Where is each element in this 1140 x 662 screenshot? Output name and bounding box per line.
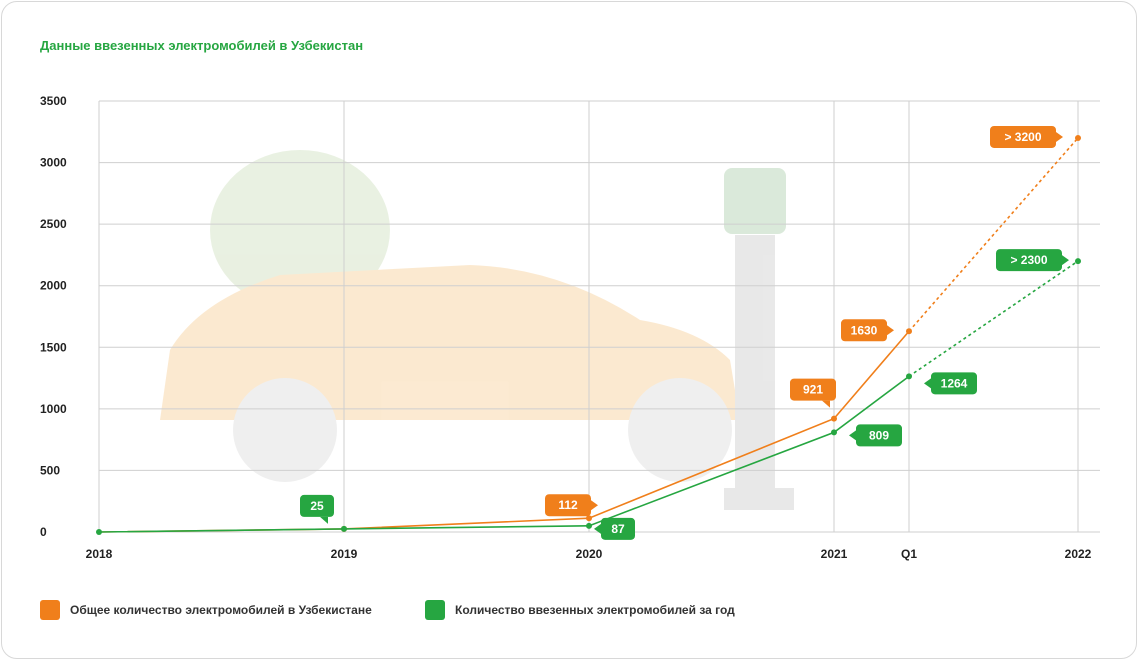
y-tick-label: 3000: [40, 156, 67, 170]
x-tick-label: 2020: [576, 547, 603, 561]
data-label-bg: [790, 378, 836, 401]
data-label-tag: 1630: [841, 319, 894, 342]
x-tick-label: 2018: [86, 547, 113, 561]
x-tick-label: Q1: [901, 547, 917, 561]
legend-item-total: Общее количество электромобилей в Узбеки…: [40, 600, 372, 620]
data-point: [96, 529, 102, 535]
data-label: 809: [869, 428, 889, 442]
data-label: 1630: [851, 323, 878, 337]
legend-item-yearly: Количество ввезенных электромобилей за г…: [425, 600, 735, 620]
y-tick-label: 500: [40, 463, 60, 477]
data-label-pointer: [924, 378, 931, 389]
data-label-tag: 25: [300, 494, 334, 524]
y-tick-label: 3500: [40, 94, 67, 108]
x-tick-label: 2022: [1065, 547, 1092, 561]
data-label-pointer: [1056, 131, 1063, 142]
legend-label-yearly: Количество ввезенных электромобилей за г…: [455, 603, 735, 617]
data-label-bg: [601, 517, 635, 540]
series-layer: [96, 134, 1081, 535]
data-point: [341, 525, 347, 532]
data-label-bg: [841, 319, 887, 342]
data-label-bg: [856, 424, 902, 447]
legend-swatch-green: [425, 600, 445, 620]
data-label-tag: 921: [790, 378, 836, 408]
data-label-pointer: [822, 400, 830, 408]
y-tick-label: 0: [40, 525, 47, 539]
data-label: 921: [803, 383, 823, 397]
x-tick-label: 2021: [821, 547, 848, 561]
data-label-bg: [300, 494, 334, 517]
data-label: 87: [611, 522, 625, 536]
series-projection-0: [908, 137, 1079, 332]
data-point: [1075, 258, 1081, 265]
chart-title: Данные ввезенных электромобилей в Узбеки…: [40, 38, 364, 53]
data-label-pointer: [887, 325, 894, 336]
data-label-bg: [545, 494, 591, 517]
data-point: [586, 515, 592, 522]
y-tick-label: 2000: [40, 279, 67, 293]
data-label: > 3200: [1004, 130, 1041, 144]
data-label: 1264: [941, 376, 968, 390]
data-label-pointer: [849, 430, 856, 441]
data-label-tag: > 2300: [996, 249, 1069, 272]
data-label-bg: [996, 249, 1062, 272]
y-tick-label: 1000: [40, 402, 67, 416]
data-labels: 112 921 1630 > 3200 25 87 809 1264 > 2300: [300, 125, 1069, 540]
data-label-tag: 87: [594, 517, 635, 540]
data-label-tag: > 3200: [990, 125, 1063, 148]
data-label: 112: [558, 498, 578, 512]
data-label-bg: [931, 372, 977, 395]
data-label-bg: [990, 125, 1056, 148]
x-tick-label: 2019: [331, 547, 358, 561]
data-label-tag: 809: [849, 424, 902, 447]
data-label: > 2300: [1010, 253, 1047, 267]
data-point: [586, 522, 592, 529]
data-point: [906, 373, 912, 380]
y-tick-label: 2500: [40, 217, 67, 231]
series-projection-1: [908, 260, 1079, 378]
data-point: [1075, 134, 1081, 141]
data-point: [831, 429, 837, 436]
data-label-tag: 112: [545, 494, 598, 517]
legend-swatch-orange: [40, 600, 60, 620]
y-tick-label: 1500: [40, 340, 67, 354]
data-point: [906, 328, 912, 335]
background-illustration: [160, 150, 794, 510]
data-label-pointer: [320, 516, 328, 524]
data-point: [831, 415, 837, 422]
data-label-pointer: [1062, 255, 1069, 266]
grid: [98, 100, 1100, 533]
legend-label-total: Общее количество электромобилей в Узбеки…: [70, 603, 372, 617]
data-label: 25: [310, 499, 324, 513]
axes: 0 500 1000 1500 2000 2500 3000 3500 2018 2019 2020…: [40, 94, 1092, 561]
data-label-tag: 1264: [924, 372, 977, 395]
data-label-pointer: [591, 500, 598, 511]
data-label-pointer: [594, 523, 601, 534]
